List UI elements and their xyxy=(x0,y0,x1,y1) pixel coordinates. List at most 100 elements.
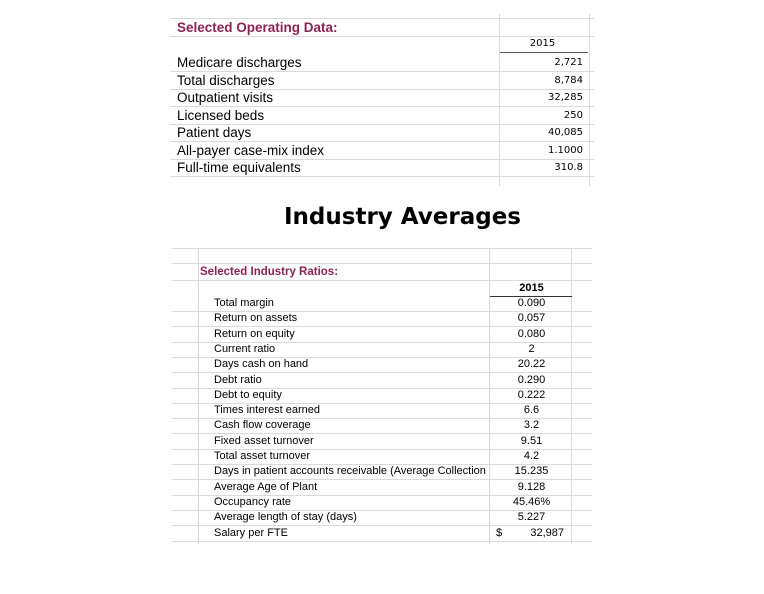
row-value: 250 xyxy=(563,109,583,121)
table-row: Occupancy rate 45.46% xyxy=(172,495,592,510)
gridline xyxy=(172,280,592,281)
gridline xyxy=(172,311,592,312)
gridline xyxy=(499,14,500,186)
gridline xyxy=(172,418,592,420)
gridline xyxy=(172,248,592,249)
table-row: Total discharges 8,784 xyxy=(170,72,594,90)
gridline xyxy=(170,18,594,19)
row-label: Occupancy rate xyxy=(214,495,292,508)
row-label: Total margin xyxy=(214,297,274,309)
year-underline xyxy=(500,52,588,53)
ratios-year-header: 2015 xyxy=(519,282,544,294)
operating-year-header: 2015 xyxy=(529,38,556,49)
gridline xyxy=(172,263,592,264)
industry-averages-heading: Industry Averages xyxy=(284,204,521,230)
gridline xyxy=(198,248,199,544)
row-value: 9.51 xyxy=(520,434,543,447)
row-value: 40,085 xyxy=(548,127,583,138)
gridline xyxy=(170,141,594,142)
row-label: Patient days xyxy=(177,125,252,140)
table-row: Return on assets 0.057 xyxy=(172,311,592,326)
table-row: Times interest earned 6.6 xyxy=(172,403,592,418)
row-label: Licensed beds xyxy=(177,107,265,123)
table-row: Debt to equity 0.222 xyxy=(172,388,592,403)
table-row: Licensed beds 250 xyxy=(170,107,594,125)
row-label: Cash flow coverage xyxy=(214,419,311,432)
row-label: Times interest earned xyxy=(214,404,320,417)
row-value: 0.222 xyxy=(517,388,546,401)
row-label: Total asset turnover xyxy=(214,450,310,462)
industry-ratios-title: Selected Industry Ratios: xyxy=(200,266,339,278)
row-label: Outpatient visits xyxy=(177,90,274,105)
gridline xyxy=(571,248,572,544)
table-row: Current ratio 2 xyxy=(172,342,592,357)
row-value: 2 xyxy=(528,342,535,355)
table-row: Days cash on hand 20.22 xyxy=(172,357,592,372)
gridline xyxy=(170,123,594,125)
row-label: Current ratio xyxy=(214,342,276,355)
table-row: Fixed asset turnover 9.51 xyxy=(172,434,592,449)
currency-symbol: $ xyxy=(496,526,503,539)
row-label: Days in patient accounts receivable (Ave… xyxy=(214,465,486,478)
row-value: 45.46% xyxy=(512,495,551,508)
row-value: 15.235 xyxy=(514,465,549,478)
table-row: Return on equity 0.080 xyxy=(172,327,592,342)
row-label: Average Age of Plant xyxy=(214,480,318,493)
row-label: Average length of stay (days) xyxy=(214,511,357,524)
gridline xyxy=(172,540,592,542)
gridline xyxy=(172,494,592,496)
row-label: Days cash on hand xyxy=(214,358,309,371)
row-label: Fixed asset turnover xyxy=(214,434,314,447)
gridline xyxy=(172,372,592,374)
table-row: Medicare discharges 2,721 xyxy=(170,54,594,72)
row-value: 20.22 xyxy=(517,358,546,371)
gridline xyxy=(172,509,592,511)
row-label: All-payer case-mix index xyxy=(177,142,325,158)
table-row: All-payer case-mix index 1.1000 xyxy=(170,142,594,160)
row-value: 0.290 xyxy=(517,373,546,386)
operating-data-sheet: Selected Operating Data: 2015 Medicare d… xyxy=(170,14,594,186)
industry-ratios-sheet: Selected Industry Ratios: 2015 Total mar… xyxy=(172,248,592,544)
row-value: 0.057 xyxy=(517,312,546,325)
row-label: Salary per FTE xyxy=(214,526,288,539)
gridline xyxy=(589,14,590,186)
row-value: 310.8 xyxy=(554,162,583,173)
row-value: 0.090 xyxy=(517,297,546,309)
gridline xyxy=(170,176,594,177)
gridline xyxy=(172,464,592,465)
gridline xyxy=(172,326,592,328)
row-label: Medicare discharges xyxy=(177,55,302,70)
gridline xyxy=(172,402,592,404)
row-value: 3.2 xyxy=(523,419,540,432)
table-row: Outpatient visits 32,285 xyxy=(170,89,594,107)
row-value: 6.6 xyxy=(523,404,540,417)
table-row: Average length of stay (days) 5.227 xyxy=(172,510,592,525)
row-value: 4.2 xyxy=(523,450,540,462)
table-row: Total asset turnover 4.2 xyxy=(172,449,592,464)
row-value: 32,987 xyxy=(530,526,564,539)
row-value: 1.1000 xyxy=(548,144,583,156)
gridline xyxy=(172,356,592,358)
gridline xyxy=(170,71,594,72)
row-value: 5.227 xyxy=(517,511,546,524)
row-value: 32,285 xyxy=(548,92,583,103)
row-label: Return on assets xyxy=(214,312,298,325)
operating-data-title: Selected Operating Data: xyxy=(177,20,338,35)
table-row: Cash flow coverage 3.2 xyxy=(172,418,592,433)
row-label: Total discharges xyxy=(177,72,275,88)
row-label: Return on equity xyxy=(214,327,295,340)
gridline xyxy=(172,525,592,527)
table-row: Total margin 0.090 xyxy=(172,296,592,311)
table-row: Days in patient accounts receivable (Ave… xyxy=(172,464,592,479)
year-underline xyxy=(490,296,572,297)
gridline xyxy=(170,36,594,37)
table-row: Average Age of Plant 9.128 xyxy=(172,480,592,495)
row-value: 0.080 xyxy=(517,327,546,340)
gridline xyxy=(172,387,592,389)
gridline xyxy=(172,433,592,435)
gridline xyxy=(170,158,594,160)
table-row: Patient days 40,085 xyxy=(170,124,594,142)
table-row: Debt ratio 0.290 xyxy=(172,373,592,388)
row-value: 9.128 xyxy=(517,480,546,493)
gridline xyxy=(172,448,592,450)
